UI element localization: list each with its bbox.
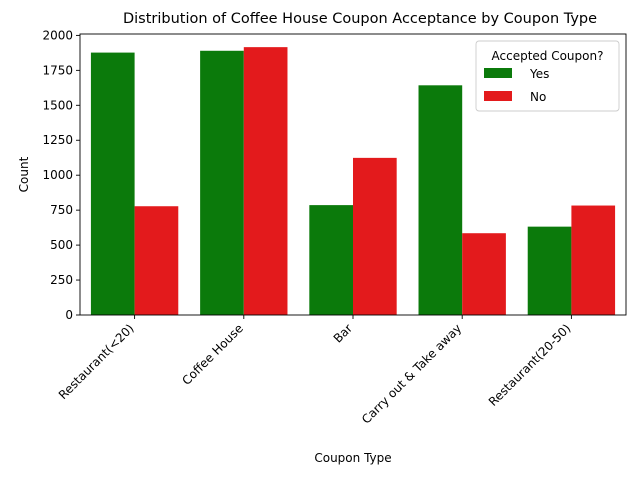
x-tick-label: Bar (331, 321, 355, 345)
x-tick-label: Carry out & Take away (359, 321, 464, 426)
y-tick-label: 1000 (42, 168, 73, 182)
bars-group (90, 47, 616, 315)
legend-label-yes: Yes (529, 67, 549, 81)
bar-yes-4 (527, 226, 572, 315)
y-tick-label: 750 (50, 203, 73, 217)
bar-no-3 (462, 233, 506, 315)
bar-no-1 (243, 47, 288, 315)
legend-label-no: No (530, 90, 546, 104)
y-tick-label: 500 (50, 238, 73, 252)
y-tick-label: 250 (50, 273, 73, 287)
legend-swatch-no (484, 91, 512, 101)
x-tick-label: Restaurant(<20) (56, 321, 137, 402)
bar-yes-0 (90, 52, 135, 315)
x-axis: Restaurant(<20) Coffee House Bar Carry out … (56, 315, 574, 427)
bar-no-4 (571, 205, 616, 315)
y-tick-label: 0 (65, 308, 73, 322)
bar-yes-2 (309, 205, 353, 315)
y-tick-label: 1500 (42, 98, 73, 112)
x-tick-label: Coffee House (179, 321, 246, 388)
bar-yes-1 (200, 50, 244, 315)
legend-swatch-yes (484, 68, 512, 78)
legend: Accepted Coupon? Yes No (475, 40, 620, 112)
legend-title: Accepted Coupon? (492, 49, 604, 63)
y-tick-label: 1750 (42, 63, 73, 77)
bar-no-0 (134, 206, 179, 315)
y-axis: 0 250 500 750 1000 1250 1500 1750 2000 (42, 28, 80, 322)
x-tick-label: Restaurant(20-50) (486, 321, 574, 409)
bar-no-2 (353, 157, 397, 315)
plot-frame (79, 33, 627, 316)
x-axis-label: Coupon Type (314, 451, 391, 465)
chart-title: Distribution of Coffee House Coupon Acce… (123, 11, 597, 27)
y-axis-label: Count (17, 156, 31, 192)
y-tick-label: 2000 (42, 28, 73, 42)
y-tick-label: 1250 (42, 133, 73, 147)
bar-yes-3 (418, 85, 463, 315)
